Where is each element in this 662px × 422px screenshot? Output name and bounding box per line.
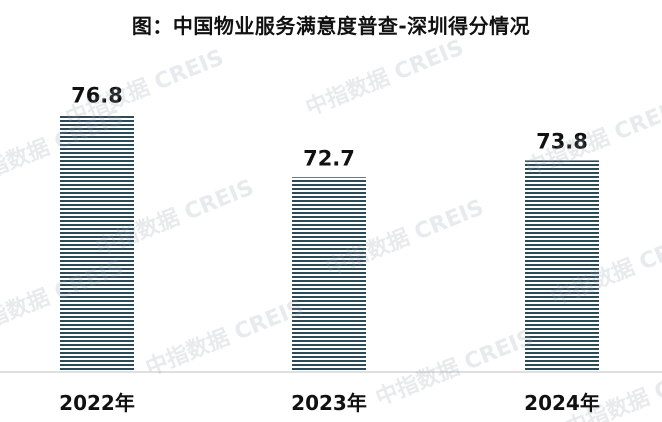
x-tick-label-2023年: 2023年 — [291, 391, 367, 415]
x-tick-label-2024年: 2024年 — [524, 391, 600, 415]
x-tick-label-2022年: 2022年 — [59, 391, 135, 415]
chart-title: 图：中国物业服务满意度普查-深圳得分情况 — [131, 14, 531, 38]
value-label-2022年: 76.8 — [71, 83, 123, 107]
bar-2023年 — [292, 177, 366, 372]
value-label-2023年: 72.7 — [303, 146, 355, 170]
value-label-2024年: 73.8 — [536, 129, 588, 153]
bar-2024年 — [525, 160, 599, 372]
bar-2022年 — [60, 114, 134, 373]
